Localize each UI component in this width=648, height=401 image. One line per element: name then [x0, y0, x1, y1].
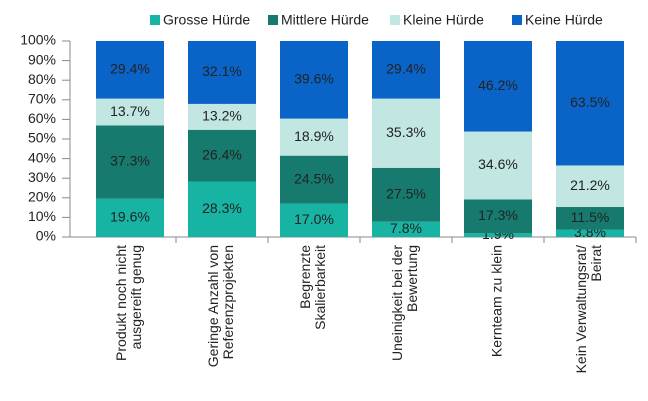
legend-swatch	[268, 15, 278, 25]
x-tick-label: Bewertung	[404, 245, 420, 312]
bar-segment	[556, 229, 624, 237]
bar-segment	[96, 125, 164, 199]
data-label: 13.2%	[202, 108, 242, 124]
legend-label: Keine Hürde	[525, 12, 603, 28]
bar-segment	[280, 155, 348, 204]
data-label: 27.5%	[386, 185, 426, 201]
x-tick-label: Uneinigkeit bei der	[389, 245, 405, 361]
bar-segment	[464, 131, 532, 200]
bar-segment	[464, 233, 532, 237]
bar-segment	[96, 98, 164, 126]
data-label: 17.3%	[478, 207, 518, 223]
bar-segment	[188, 129, 256, 182]
data-label: 39.6%	[294, 71, 334, 87]
bar-segment	[96, 41, 164, 99]
legend-swatch	[512, 15, 522, 25]
y-tick-label: 80%	[28, 71, 56, 87]
bar-segment	[188, 181, 256, 237]
bar-segment	[188, 41, 256, 104]
legend-label: Mittlere Hürde	[281, 12, 369, 28]
bar-segment	[464, 41, 532, 132]
x-tick-label: ausgereift genug	[128, 245, 144, 349]
data-label: 26.4%	[202, 146, 242, 162]
x-tick-label: Skalierbarkeit	[312, 245, 328, 330]
legend-label: Kleine Hürde	[403, 12, 484, 28]
data-label: 7.8%	[390, 220, 422, 236]
data-label: 35.3%	[386, 124, 426, 140]
y-tick-label: 20%	[28, 189, 56, 205]
data-label: 63.5%	[570, 94, 610, 110]
bar-segment	[280, 118, 348, 156]
x-tick-label: Geringe Anzahl von	[205, 245, 221, 367]
data-label: 37.3%	[110, 153, 150, 169]
bar-segment	[188, 103, 256, 130]
data-label: 34.6%	[478, 156, 518, 172]
y-tick-label: 30%	[28, 169, 56, 185]
y-tick-label: 70%	[28, 91, 56, 107]
bar-segment	[280, 41, 348, 119]
x-tick-label: Beirat	[588, 245, 604, 282]
bar-segment	[96, 198, 164, 237]
data-label: 21.2%	[570, 177, 610, 193]
data-label: 19.6%	[110, 208, 150, 224]
data-label: 18.9%	[294, 128, 334, 144]
data-label: 24.5%	[294, 170, 334, 186]
bar-segment	[372, 41, 440, 99]
data-label: 13.7%	[110, 103, 150, 119]
bar-segment	[464, 199, 532, 234]
data-label: 28.3%	[202, 200, 242, 216]
y-tick-label: 40%	[28, 149, 56, 165]
bar-segment	[372, 221, 440, 237]
legend-label: Grosse Hürde	[163, 12, 250, 28]
x-tick-label: Begrenzte	[297, 245, 313, 309]
data-label: 29.4%	[386, 61, 426, 77]
y-tick-label: 0%	[36, 228, 56, 244]
x-tick-label: Kernteam zu klein	[489, 245, 505, 357]
bar-segment	[372, 167, 440, 222]
y-tick-label: 10%	[28, 208, 56, 224]
data-label: 17.0%	[294, 211, 334, 227]
bar-segment	[280, 203, 348, 237]
legend-swatch	[390, 15, 400, 25]
x-tick-label: Produkt noch nicht	[113, 245, 129, 361]
data-label: 11.5%	[571, 209, 610, 225]
y-tick-label: 90%	[28, 51, 56, 67]
bar-segment	[372, 98, 440, 168]
y-tick-label: 60%	[28, 110, 56, 126]
bar-segment	[556, 41, 624, 166]
data-label: 32.1%	[202, 63, 242, 79]
legend-swatch	[150, 15, 160, 25]
y-tick-label: 100%	[20, 32, 56, 48]
y-tick-label: 50%	[28, 130, 56, 146]
bar-segment	[556, 165, 624, 208]
data-label: 29.4%	[110, 61, 150, 77]
x-tick-label: Referenzprojekten	[220, 245, 236, 359]
data-label: 46.2%	[478, 77, 518, 93]
bar-segment	[556, 207, 624, 230]
x-tick-label: Kein Verwaltungsrat/	[573, 245, 589, 374]
